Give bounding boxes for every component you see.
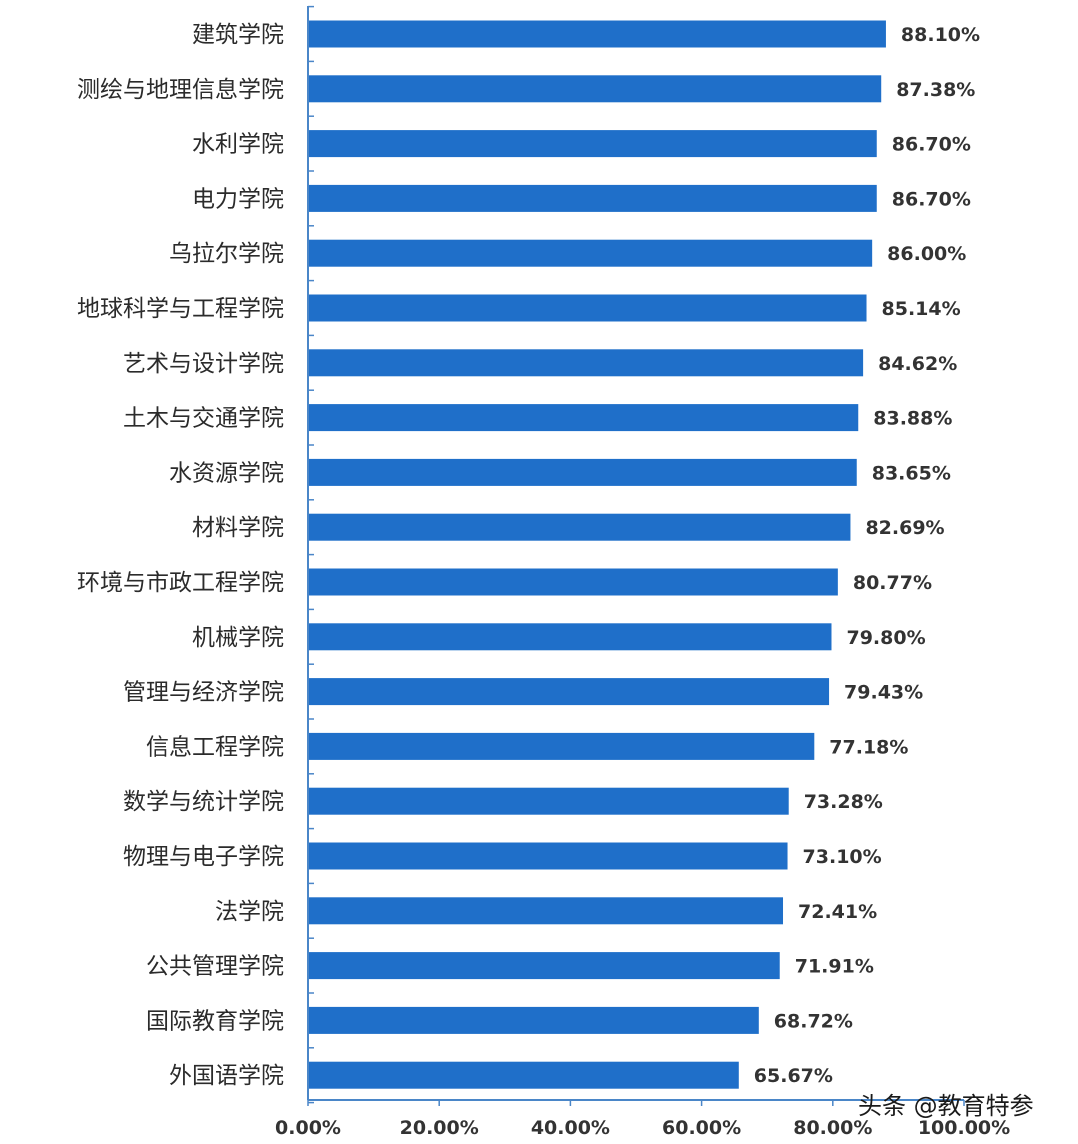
value-label: 86.70% xyxy=(892,188,971,210)
value-label: 88.10% xyxy=(901,24,980,46)
value-label: 85.14% xyxy=(882,298,961,320)
bar xyxy=(308,952,780,980)
category-label: 法学院 xyxy=(215,899,284,925)
category-label: 管理与经济学院 xyxy=(123,680,284,706)
bar xyxy=(308,678,830,706)
watermark-text: 头条 @教育特参 xyxy=(858,1092,1034,1120)
category-label: 地球科学与工程学院 xyxy=(77,296,284,322)
bar xyxy=(308,732,815,760)
x-tick-label: 0.00% xyxy=(275,1117,341,1139)
category-label: 土木与交通学院 xyxy=(123,406,284,432)
labels-group: 建筑学院 88.10% 测绘与地理信息学院 87.38% 水利学院 86.70% 电力学院 8… xyxy=(77,22,1010,1139)
category-label: 材料学院 xyxy=(192,515,284,541)
x-tick-label: 40.00% xyxy=(531,1117,610,1139)
bar xyxy=(308,184,877,212)
value-label: 68.72% xyxy=(774,1010,853,1032)
category-label: 信息工程学院 xyxy=(146,734,284,760)
value-label: 86.00% xyxy=(887,243,966,265)
category-label: 数学与统计学院 xyxy=(123,789,284,815)
bar xyxy=(308,1061,739,1089)
category-label: 电力学院 xyxy=(192,186,284,212)
value-label: 84.62% xyxy=(878,353,957,375)
bar xyxy=(308,20,886,48)
x-tick-label: 60.00% xyxy=(662,1117,741,1139)
bar xyxy=(308,897,784,925)
bar xyxy=(308,1006,759,1034)
value-label: 83.65% xyxy=(872,462,951,484)
category-label: 环境与市政工程学院 xyxy=(77,570,284,596)
category-label: 建筑学院 xyxy=(192,22,284,48)
value-label: 71.91% xyxy=(795,956,874,978)
category-label: 机械学院 xyxy=(192,625,284,651)
bar xyxy=(308,130,877,158)
bar xyxy=(308,349,864,377)
value-label: 73.10% xyxy=(803,846,882,868)
value-label: 79.43% xyxy=(844,682,923,704)
bar xyxy=(308,842,788,870)
category-label: 物理与电子学院 xyxy=(123,844,284,870)
bar xyxy=(308,75,882,103)
bar xyxy=(308,458,857,486)
axes-group xyxy=(307,5,965,1106)
category-label: 测绘与地理信息学院 xyxy=(77,77,284,103)
x-tick-label: 100.00% xyxy=(918,1117,1010,1139)
bar xyxy=(308,404,859,432)
value-label: 82.69% xyxy=(865,517,944,539)
bar xyxy=(308,568,838,596)
category-label: 艺术与设计学院 xyxy=(123,351,284,377)
category-label: 水资源学院 xyxy=(169,460,284,486)
x-tick-label: 80.00% xyxy=(793,1117,872,1139)
category-label: 外国语学院 xyxy=(169,1063,284,1089)
value-label: 87.38% xyxy=(896,79,975,101)
value-label: 65.67% xyxy=(754,1065,833,1087)
category-label: 国际教育学院 xyxy=(146,1008,284,1034)
value-label: 73.28% xyxy=(804,791,883,813)
bar xyxy=(308,513,851,541)
bar xyxy=(308,787,789,815)
value-label: 77.18% xyxy=(829,736,908,758)
value-label: 80.77% xyxy=(853,572,932,594)
bar xyxy=(308,294,867,322)
category-label: 乌拉尔学院 xyxy=(169,241,284,267)
category-label: 公共管理学院 xyxy=(146,954,284,980)
value-label: 86.70% xyxy=(892,134,971,156)
value-label: 72.41% xyxy=(798,901,877,923)
category-label: 水利学院 xyxy=(192,132,284,158)
x-tick-label: 20.00% xyxy=(400,1117,479,1139)
bars-group xyxy=(308,20,886,1089)
value-label: 83.88% xyxy=(873,408,952,430)
value-label: 79.80% xyxy=(846,627,925,649)
bar xyxy=(308,239,873,267)
bar xyxy=(308,623,832,651)
